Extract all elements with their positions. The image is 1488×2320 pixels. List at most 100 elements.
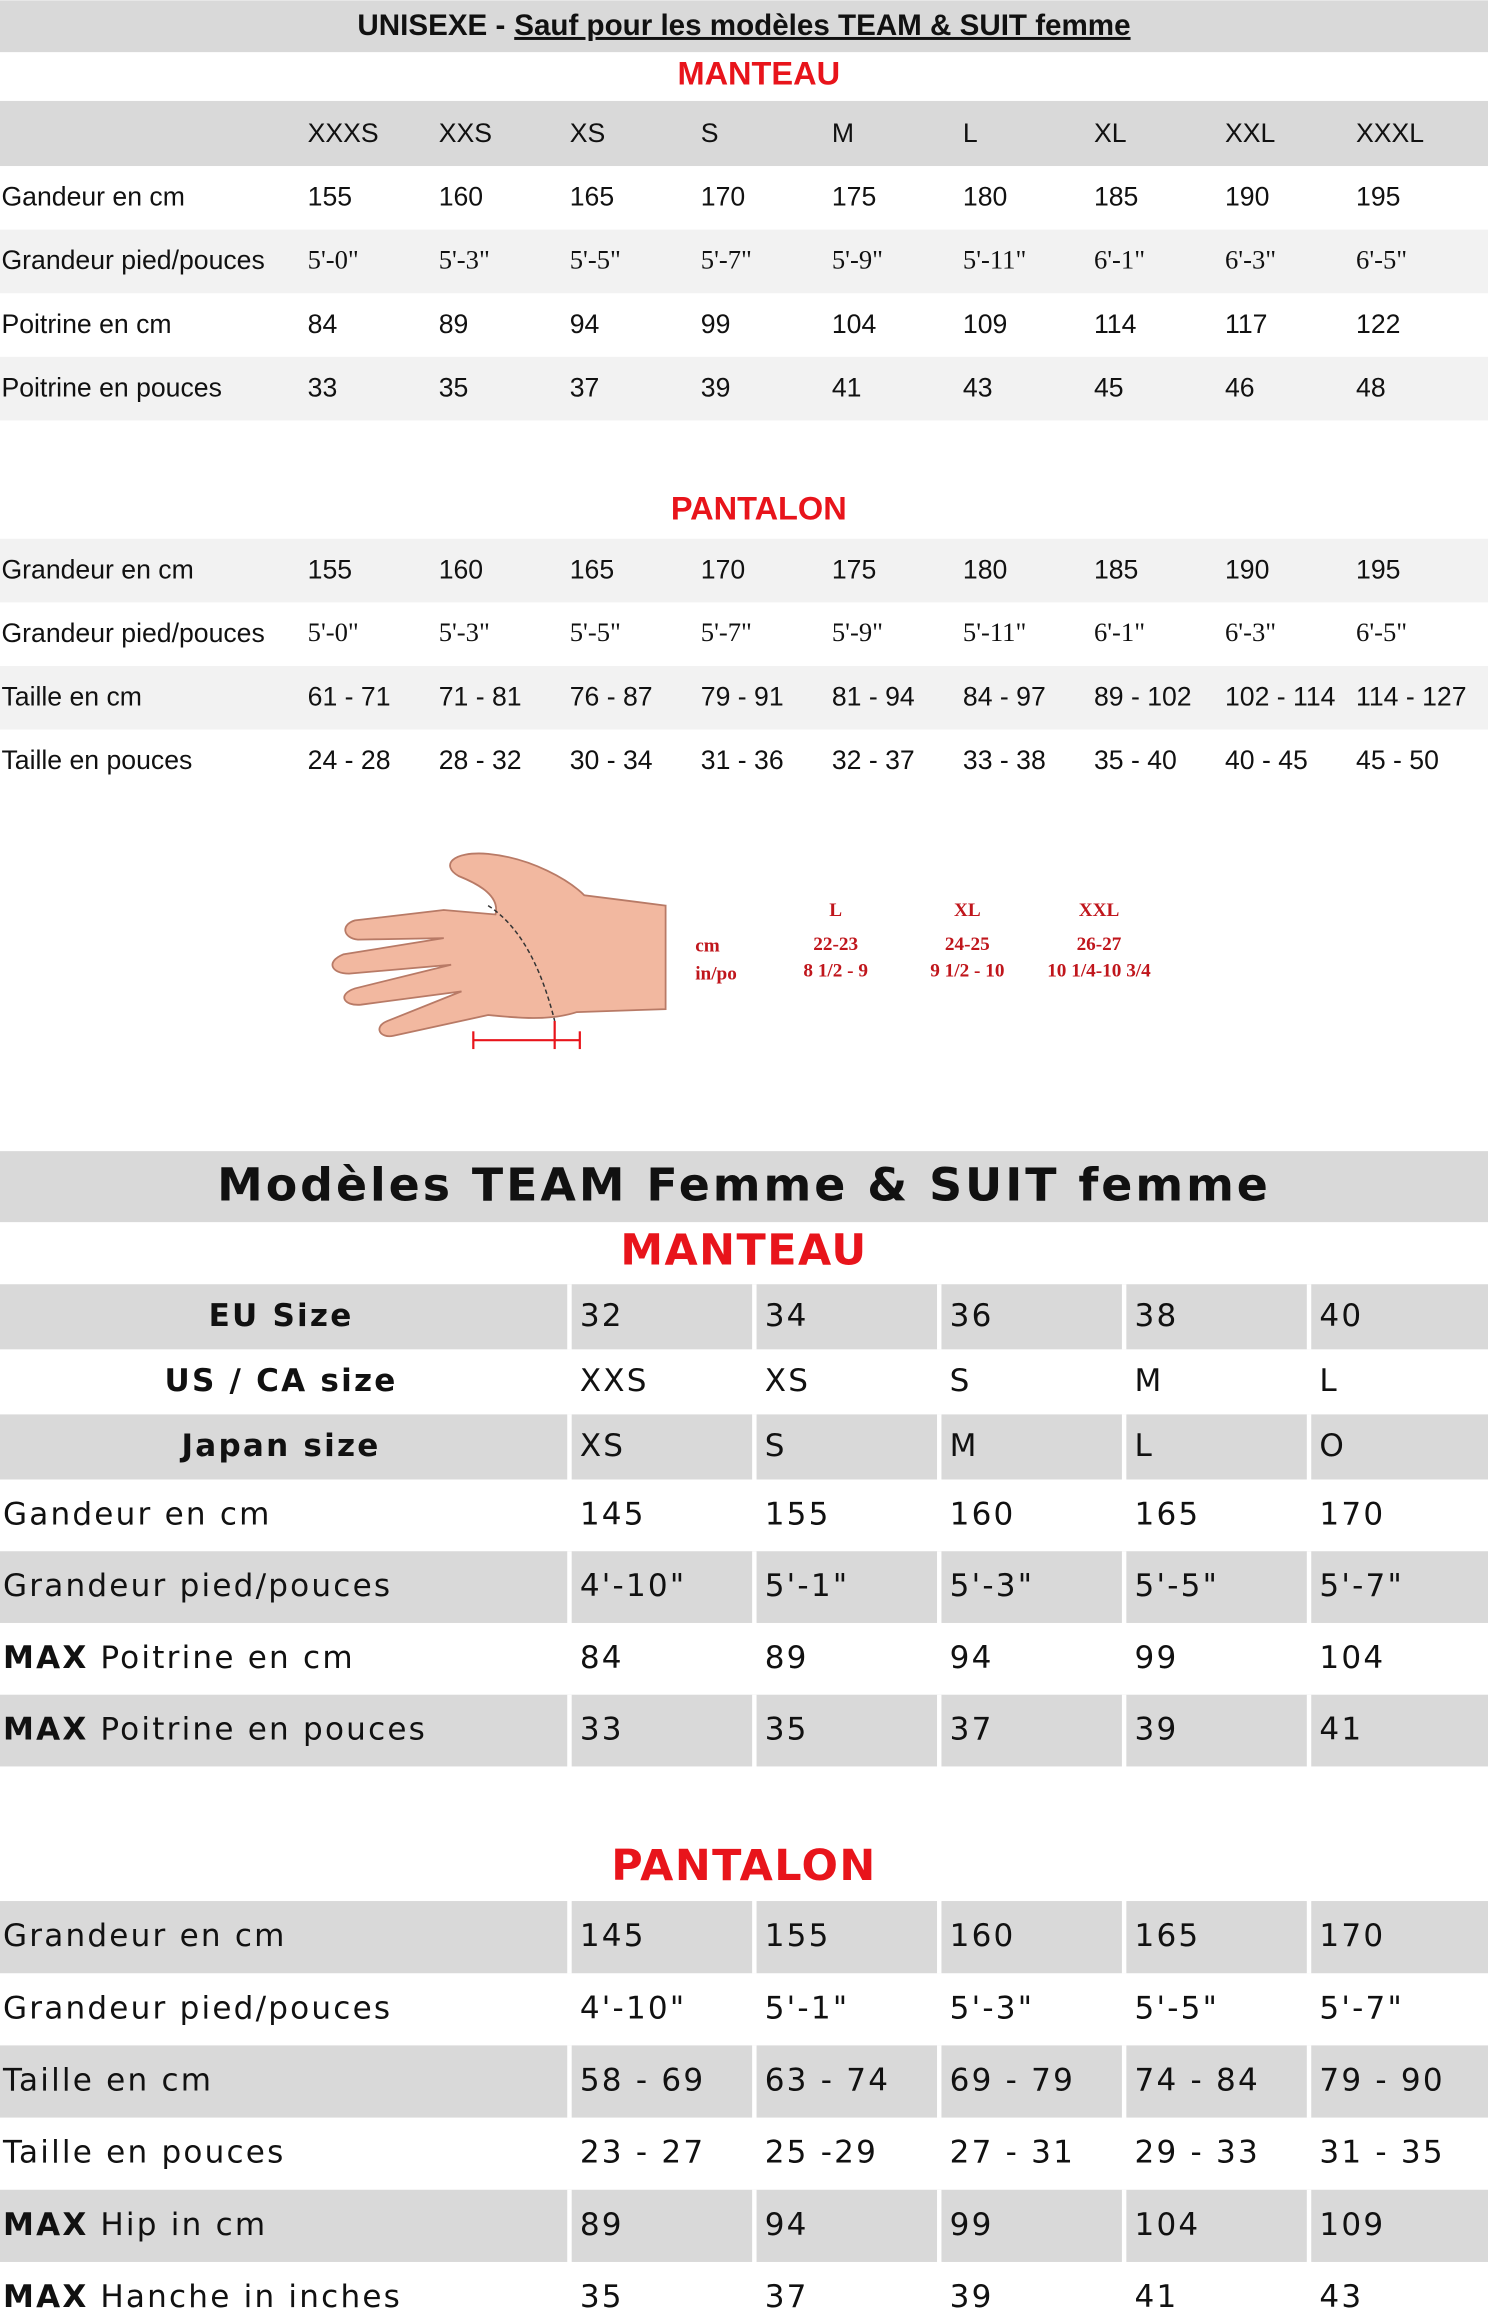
cell: 84 <box>580 1640 624 1676</box>
row-label: MAX Hanche in inches <box>3 2279 402 2315</box>
cell: 79 - 90 <box>1319 2062 1444 2098</box>
row-band <box>0 229 1488 294</box>
cell: M <box>950 1428 979 1464</box>
cell: 45 <box>1094 372 1124 402</box>
row-label: Japan size <box>180 1428 381 1464</box>
cell: 6'-3" <box>1225 617 1276 647</box>
size-header: XXXS <box>308 118 379 148</box>
row-label-text: Hanche in inches <box>100 2279 402 2315</box>
size-header: XXS <box>439 118 492 148</box>
cell: 160 <box>950 1496 1016 1532</box>
cell: 122 <box>1356 309 1400 339</box>
cell: 32 - 37 <box>832 745 915 775</box>
cell: 24 - 28 <box>308 745 391 775</box>
size-header: S <box>701 118 719 148</box>
row-band <box>0 1551 1488 1623</box>
cell: 33 - 38 <box>963 745 1046 775</box>
cell: 41 <box>832 372 862 402</box>
cell: S <box>950 1363 972 1399</box>
size-header: XXL <box>1225 118 1275 148</box>
row-label: Taille en cm <box>1 682 142 712</box>
section-title: MANTEAU <box>620 1226 867 1276</box>
row-band <box>0 1284 1488 1350</box>
row-band <box>0 665 1488 730</box>
size-header: XXXL <box>1356 118 1424 148</box>
row-band <box>0 538 1488 603</box>
cell: 5'-7" <box>701 617 752 647</box>
cell: 84 - 97 <box>963 682 1046 712</box>
cell: 6'-5" <box>1356 244 1407 274</box>
glove-size: XL <box>954 900 981 921</box>
row-label-text: Grandeur en cm <box>3 1918 287 1954</box>
row-label: Gandeur en cm <box>1 182 184 212</box>
cell: 104 <box>1134 2207 1200 2243</box>
cell: 32 <box>580 1298 624 1334</box>
cell: 29 - 33 <box>1134 2135 1259 2171</box>
cell: 155 <box>308 182 352 212</box>
row-label-text: Hip in cm <box>100 2207 267 2243</box>
cell: 160 <box>439 182 483 212</box>
row-label-strong: MAX <box>3 1640 89 1676</box>
cell: 5'-7" <box>1319 1990 1404 2026</box>
cell: 117 <box>1225 309 1267 339</box>
title-emphasis: Sauf pour les modèles TEAM & SUIT femme <box>514 9 1130 42</box>
cell: 23 - 27 <box>580 2135 705 2171</box>
cell: 31 - 36 <box>701 745 784 775</box>
cell: 27 - 31 <box>950 2135 1075 2171</box>
cell: 5'-9" <box>832 244 883 274</box>
cell: 94 <box>570 309 600 339</box>
row-band <box>0 2189 1488 2262</box>
glove-size: L <box>829 900 842 921</box>
cell: 41 <box>1319 1712 1363 1748</box>
cell: 99 <box>950 2207 994 2243</box>
row-label-strong: MAX <box>3 2207 89 2243</box>
header-band <box>0 100 1488 167</box>
cell: 160 <box>439 554 483 584</box>
size-header: L <box>963 118 978 148</box>
row-label: MAX Poitrine en cm <box>3 1640 355 1676</box>
cell: 35 <box>439 372 469 402</box>
cell: 35 <box>580 2279 624 2315</box>
cell: XXS <box>580 1363 649 1399</box>
cell: 58 - 69 <box>580 2062 705 2098</box>
row-label-text: Gandeur en cm <box>3 1496 272 1532</box>
cell: 5'-3" <box>950 1568 1035 1604</box>
cell: 155 <box>308 554 352 584</box>
cell: 114 <box>1094 309 1137 339</box>
cell: 155 <box>765 1918 831 1954</box>
row-label-text: Grandeur pied/pouces <box>3 1568 392 1604</box>
cell: 190 <box>1225 182 1269 212</box>
cell: 6'-1" <box>1094 244 1145 274</box>
size-header: M <box>832 118 854 148</box>
cell: 94 <box>950 1640 994 1676</box>
row-label: Grandeur en cm <box>1 554 193 584</box>
glove-unit: in/po <box>695 964 737 985</box>
cell: 185 <box>1094 554 1138 584</box>
cell: XS <box>765 1363 810 1399</box>
row-label-text: Grandeur pied/pouces <box>3 1990 392 2026</box>
row-label: Grandeur pied/pouces <box>3 1990 392 2026</box>
cell: 114 - 127 <box>1356 682 1466 712</box>
glove-cm: 24-25 <box>945 934 990 955</box>
cell: 43 <box>1319 2279 1363 2315</box>
cell: 39 <box>1134 1712 1178 1748</box>
cell: 5'-3" <box>950 1990 1035 2026</box>
cell: 145 <box>580 1918 646 1954</box>
cell: 104 <box>832 309 877 339</box>
cell: 5'-5" <box>570 244 621 274</box>
cell: 36 <box>950 1298 994 1334</box>
cell: 79 - 91 <box>701 682 784 712</box>
cell: 195 <box>1356 554 1400 584</box>
cell: 25 -29 <box>765 2135 878 2171</box>
cell: 40 - 45 <box>1225 745 1308 775</box>
row-label: EU Size <box>209 1298 354 1334</box>
cell: 69 - 79 <box>950 2062 1075 2098</box>
cell: 180 <box>963 554 1007 584</box>
row-label-strong: MAX <box>3 1712 89 1748</box>
cell: 4'-10" <box>580 1990 687 2026</box>
row-label: Grandeur en cm <box>3 1918 287 1954</box>
row-label: Grandeur pied/pouces <box>1 618 264 648</box>
cell: 45 - 50 <box>1356 745 1439 775</box>
row-label: Taille en pouces <box>2 2135 286 2171</box>
